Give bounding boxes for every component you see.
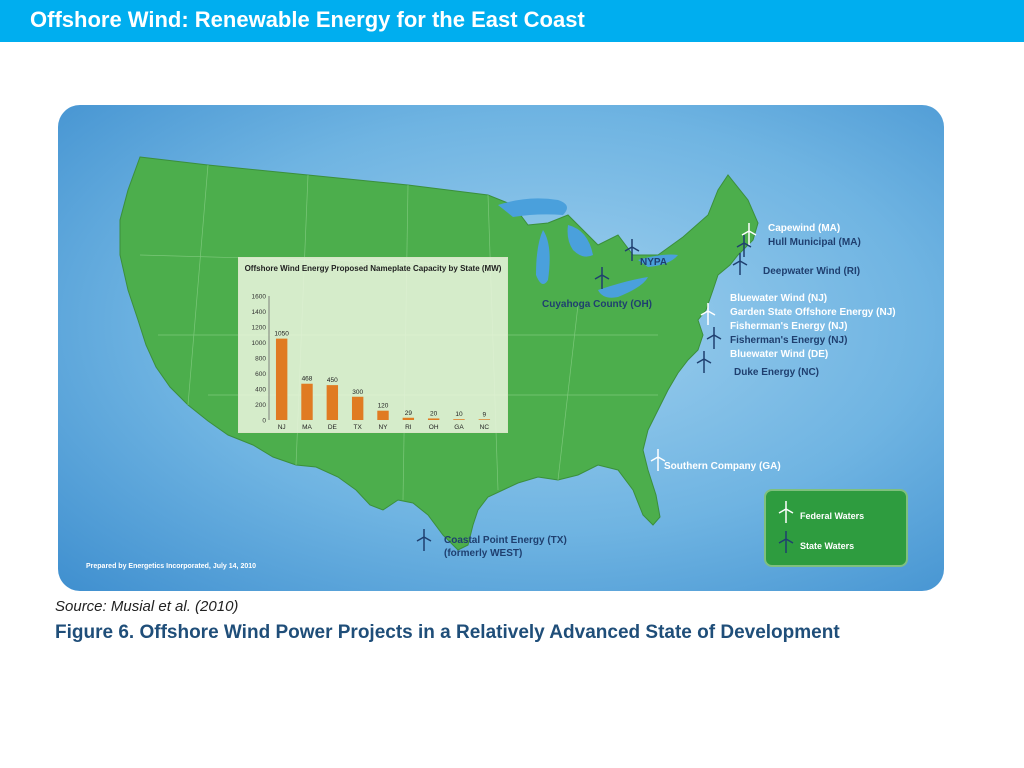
y-tick-label: 0 (262, 418, 266, 425)
chart-title-text: Offshore Wind Energy Proposed Nameplate … (244, 264, 502, 273)
source-citation: Source: Musial et al. (2010) (55, 598, 239, 615)
value-label-nj: 1050 (274, 331, 289, 338)
waters-legend: Federal Waters State Waters (764, 489, 908, 567)
capacity-chart: Offshore Wind Energy Proposed Nameplate … (238, 257, 508, 433)
project-label-bluewater-de: Bluewater Wind (DE) (730, 349, 829, 360)
bar-ri (402, 417, 415, 420)
category-label-tx: TX (354, 424, 363, 431)
title-bar: Offshore Wind: Renewable Energy for the … (0, 0, 1024, 42)
turbine-icon (736, 235, 752, 257)
project-label-coastal-point-former: (formerly WEST) (444, 548, 523, 559)
y-tick-label: 600 (255, 371, 266, 378)
bar-ga (453, 419, 465, 420)
value-label-de: 450 (327, 377, 338, 384)
project-label-duke: Duke Energy (NC) (734, 367, 820, 378)
turbine-icon (696, 351, 712, 373)
lake-erie (598, 277, 648, 298)
category-label-de: DE (328, 424, 338, 431)
category-label-nc: NC (480, 424, 490, 431)
project-label-fishermans-state: Fisherman's Energy (NJ) (730, 335, 848, 346)
legend-federal-label: Federal Waters (800, 511, 865, 521)
figure-caption: Figure 6. Offshore Wind Power Projects i… (55, 622, 840, 643)
legend-state-label: State Waters (800, 541, 855, 551)
category-label-ny: NY (378, 424, 388, 431)
map-panel: Offshore Wind Energy Proposed Nameplate … (58, 105, 944, 591)
lake-superior (498, 198, 567, 217)
federal-turbine-icon (778, 501, 794, 523)
y-tick-label: 200 (255, 402, 266, 409)
project-label-coastal-point: Coastal Point Energy (TX) (444, 535, 567, 546)
y-tick-label: 1000 (252, 340, 267, 347)
project-label-nypa: NYPA (640, 257, 668, 268)
bar-nj (275, 338, 288, 420)
category-label-ga: GA (454, 424, 464, 431)
value-label-oh: 20 (430, 410, 438, 417)
turbine-icon (700, 303, 716, 325)
value-label-ri: 29 (405, 410, 413, 417)
value-label-ga: 10 (455, 411, 463, 418)
turbine-icon (732, 253, 748, 275)
project-label-southern: Southern Company (GA) (664, 461, 781, 472)
project-label-capewind: Capewind (MA) (768, 223, 841, 234)
turbine-icon (741, 223, 757, 245)
state-turbine-icon (778, 531, 794, 553)
bar-tx (351, 396, 364, 420)
slide-title: Offshore Wind: Renewable Energy for the … (30, 7, 585, 32)
project-label-bluewater-nj: Bluewater Wind (NJ) (730, 293, 828, 304)
turbine-icon (706, 327, 722, 349)
turbine-icon (594, 267, 610, 289)
value-label-ma: 468 (302, 376, 313, 383)
bar-de (326, 385, 339, 420)
category-label-ma: MA (302, 424, 312, 431)
value-label-ny: 120 (378, 403, 389, 410)
prepared-by-credit: Prepared by Energetics Incorporated, Jul… (86, 563, 257, 570)
project-label-cuyahoga: Cuyahoga County (OH) (542, 299, 652, 310)
y-tick-label: 400 (255, 387, 266, 394)
value-label-tx: 300 (352, 389, 363, 396)
chart-title: Offshore Wind Energy Proposed Nameplate … (239, 264, 507, 274)
project-label-garden-state: Garden State Offshore Energy (NJ) (730, 307, 896, 318)
lake-huron (567, 225, 593, 257)
turbine-icon (650, 449, 666, 471)
bar-nc (478, 419, 491, 420)
lake-ontario (638, 254, 678, 267)
lake-michigan (536, 230, 550, 284)
turbine-icon (416, 529, 432, 551)
y-tick-label: 1200 (252, 325, 267, 332)
value-label-nc: 9 (483, 411, 487, 418)
turbine-icon (624, 239, 640, 261)
project-label-fishermans-federal: Fisherman's Energy (NJ) (730, 321, 848, 332)
category-label-ri: RI (405, 424, 412, 431)
y-tick-label: 800 (255, 356, 266, 363)
category-label-oh: OH (429, 424, 439, 431)
bar-ny (377, 410, 389, 420)
bar-oh (427, 418, 440, 420)
project-label-deepwater: Deepwater Wind (RI) (763, 266, 861, 277)
y-tick-label: 1400 (252, 309, 267, 316)
bar-ma (301, 383, 313, 420)
category-label-nj: NJ (278, 424, 286, 431)
chart-canvas: 0 200 400 600 800 1000 1200 1400 1600 1050 NJ 468 MA… (252, 294, 491, 431)
y-tick-label: 1600 (252, 294, 267, 301)
project-label-hull: Hull Municipal (MA) (768, 237, 861, 248)
